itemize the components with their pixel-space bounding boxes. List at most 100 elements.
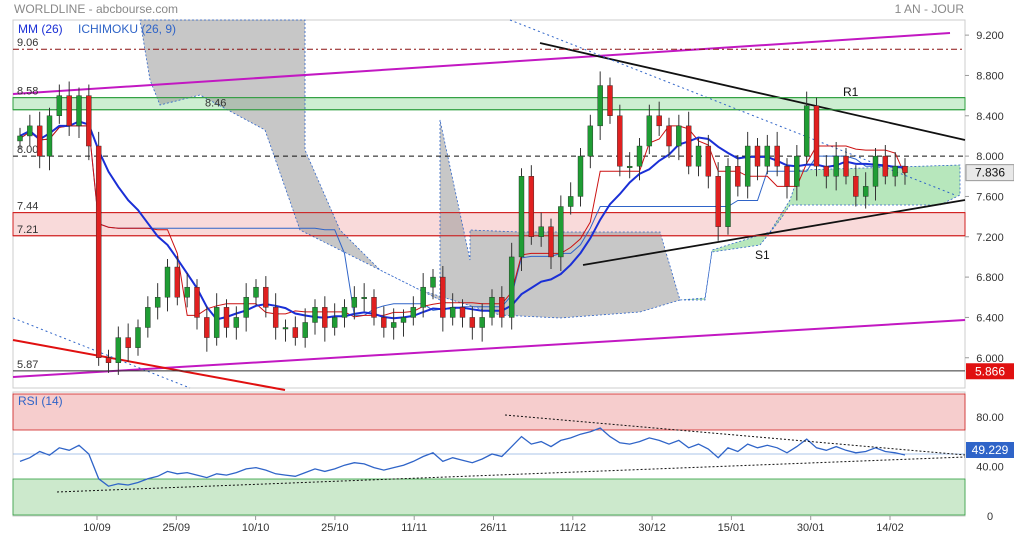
low-price-badge: 5.866 — [975, 364, 1005, 378]
candle — [292, 327, 299, 338]
ichimoku-cloud-bullish — [679, 164, 961, 301]
y-tick-label: 8.000 — [976, 151, 1004, 163]
downtrend-red-line — [12, 339, 286, 391]
legend-ma: MM (26) — [18, 22, 63, 36]
candle — [646, 115, 653, 147]
candle — [86, 95, 92, 147]
candle — [312, 307, 318, 323]
triangle-upper-line — [539, 42, 966, 141]
x-tick-label: 25/10 — [321, 522, 349, 534]
candle — [656, 115, 662, 127]
dotted-trend-bottom — [12, 317, 191, 389]
x-tick-label: 30/12 — [638, 522, 666, 534]
rsi-oversold-zone — [12, 478, 966, 516]
rsi-y-tick-label: 0 — [987, 511, 993, 523]
candle — [607, 85, 613, 116]
candle — [774, 145, 780, 167]
candle — [705, 145, 712, 177]
x-tick-label: 15/01 — [718, 522, 746, 534]
level-label-3: 8.00 — [17, 144, 38, 156]
candle — [479, 317, 485, 328]
candle — [872, 155, 879, 187]
x-tick-label: 11/12 — [559, 522, 586, 534]
level-label-6: 5.87 — [17, 359, 38, 371]
candle — [764, 145, 771, 167]
candle — [587, 125, 594, 157]
x-tick-label: 10/09 — [83, 522, 111, 534]
x-tick-label: 25/09 — [163, 522, 191, 534]
candle — [685, 125, 692, 167]
candle — [145, 307, 151, 328]
candle — [46, 115, 53, 157]
candle — [489, 297, 495, 318]
candle — [666, 125, 672, 147]
candle — [400, 317, 407, 323]
candle — [548, 226, 554, 258]
candle — [538, 226, 544, 237]
candle — [833, 155, 839, 177]
candle — [135, 327, 141, 348]
header-source: WORLDLINE - abcbourse.com — [14, 2, 178, 16]
candle — [862, 186, 869, 197]
candle — [754, 145, 761, 167]
candle — [617, 115, 623, 167]
rsi-line — [19, 427, 906, 487]
candle — [154, 297, 161, 308]
level-label-4: 7.44 — [17, 201, 38, 213]
rsi-last-badge: 49.229 — [972, 443, 1009, 457]
candle — [125, 337, 131, 348]
legend-ichimoku: ICHIMOKU (26, 9) — [78, 22, 176, 36]
level-label-0: 9.06 — [17, 37, 38, 49]
y-tick-label: 6.800 — [976, 272, 1004, 284]
triangle-lower-line — [582, 199, 966, 266]
candle — [27, 125, 33, 137]
candle — [272, 307, 279, 328]
candle — [449, 307, 456, 318]
candle — [508, 256, 515, 318]
annotation-s1: S1 — [755, 248, 770, 262]
candle — [410, 307, 417, 318]
candle — [528, 176, 535, 237]
x-tick-label: 14/02 — [876, 522, 904, 534]
candle — [95, 145, 102, 358]
candle — [715, 176, 721, 227]
candle — [636, 145, 643, 167]
candle — [469, 317, 476, 328]
candle — [459, 307, 466, 318]
candle — [164, 266, 171, 298]
x-tick-label: 30/01 — [797, 522, 825, 534]
candle — [567, 196, 574, 207]
candle — [744, 145, 751, 187]
candle — [676, 125, 682, 147]
candle — [794, 155, 800, 187]
candle — [66, 95, 72, 127]
candle — [263, 286, 269, 308]
candle — [430, 276, 436, 288]
y-tick-label: 8.800 — [976, 70, 1004, 82]
candle — [902, 165, 908, 173]
y-tick-label: 7.600 — [976, 191, 1004, 203]
y-tick-label: 9.200 — [976, 30, 1004, 42]
candle — [322, 307, 328, 328]
candle — [823, 165, 830, 177]
candle — [390, 322, 397, 328]
candle — [725, 165, 731, 227]
candle — [892, 165, 898, 177]
level-label-5: 7.21 — [17, 224, 38, 236]
rsi-trend-upper — [504, 414, 966, 456]
y-tick-label: 7.200 — [976, 232, 1004, 244]
candle — [184, 286, 190, 298]
y-tick-label: 6.000 — [976, 353, 1004, 365]
candle — [213, 307, 220, 338]
channel-bottom — [12, 319, 966, 378]
candle — [233, 317, 240, 328]
candle — [361, 297, 367, 299]
candle — [420, 286, 426, 308]
channel-top — [12, 32, 951, 95]
candle — [695, 145, 702, 167]
rsi-last-badge-bg — [966, 442, 1014, 458]
candle — [853, 176, 859, 197]
candle — [784, 165, 790, 187]
candle — [204, 317, 210, 338]
